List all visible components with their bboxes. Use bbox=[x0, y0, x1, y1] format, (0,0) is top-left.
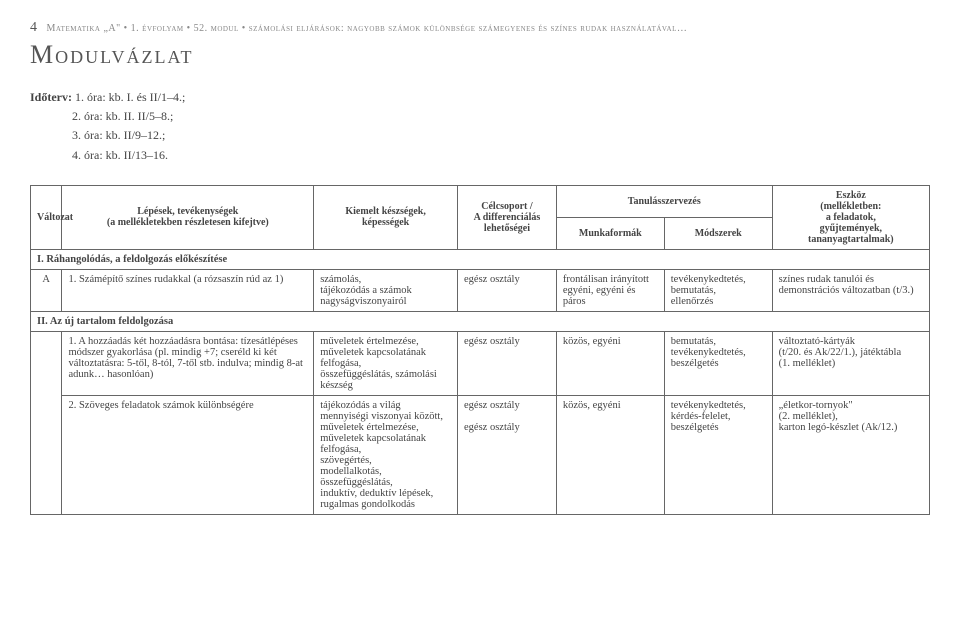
schedule-line-2: 2. óra: kb. II. II/5–8.; bbox=[72, 109, 173, 123]
page-title: Modulvázlat bbox=[30, 40, 930, 70]
section-row-2: II. Az új tartalom feldolgozása bbox=[31, 311, 930, 331]
cell-forms: közös, egyéni bbox=[556, 331, 664, 395]
page-number: 4 bbox=[30, 20, 38, 35]
cell-variant: A bbox=[31, 269, 62, 311]
cell-tools: változtató-kártyák (t/20. és Ak/22/1.), … bbox=[772, 331, 929, 395]
cell-variant-empty bbox=[31, 331, 62, 514]
th-forms: Munkaformák bbox=[556, 217, 664, 249]
cell-methods: tevékenykedtetés, bemutatás, ellenőrzés bbox=[664, 269, 772, 311]
section-2-label: II. Az új tartalom feldolgozása bbox=[31, 311, 930, 331]
cell-skills: számolás, tájékozódás a számok nagyságvi… bbox=[314, 269, 458, 311]
table-row: 1. A hozzáadás két hozzáadásra bontása: … bbox=[31, 331, 930, 395]
cell-forms: frontálisan irányított egyéni, egyéni és… bbox=[556, 269, 664, 311]
cell-activity: 1. A hozzáadás két hozzáadásra bontása: … bbox=[62, 331, 314, 395]
breadcrumb-text: Matematika „A" • 1. évfolyam • 52. modul… bbox=[47, 23, 688, 34]
section-row-1: I. Ráhangolódás, a feldolgozás előkészít… bbox=[31, 249, 930, 269]
th-methods: Módszerek bbox=[664, 217, 772, 249]
schedule-line-4: 4. óra: kb. II/13–16. bbox=[72, 148, 168, 162]
cell-skills: tájékozódás a világ mennyiségi viszonyai… bbox=[314, 395, 458, 514]
th-target: Célcsoport / A differenciálás lehetősége… bbox=[458, 185, 557, 249]
th-skills: Kiemelt készségek, képességek bbox=[314, 185, 458, 249]
th-activity: Lépések, tevékenységek (a mellékletekben… bbox=[62, 185, 314, 249]
table-row: 2. Szöveges feladatok számok különbségér… bbox=[31, 395, 930, 514]
cell-skills: műveletek értelmezése, műveletek kapcsol… bbox=[314, 331, 458, 395]
th-tools: Eszköz (mellékletben: a feladatok, gyűjt… bbox=[772, 185, 929, 249]
cell-target: egész osztály egész osztály bbox=[458, 395, 557, 514]
table-row: A 1. Számépítő színes rudakkal (a rózsas… bbox=[31, 269, 930, 311]
schedule-label: Időterv: bbox=[30, 90, 72, 104]
schedule-line-3: 3. óra: kb. II/9–12.; bbox=[72, 128, 165, 142]
section-1-label: I. Ráhangolódás, a feldolgozás előkészít… bbox=[31, 249, 930, 269]
cell-methods: tevékenykedtetés, kérdés-felelet, beszél… bbox=[664, 395, 772, 514]
page-header: 4 Matematika „A" • 1. évfolyam • 52. mod… bbox=[30, 20, 930, 36]
cell-forms: közös, egyéni bbox=[556, 395, 664, 514]
cell-methods: bemutatás, tevékenykedtetés, beszélgetés bbox=[664, 331, 772, 395]
th-variant: Változat bbox=[31, 185, 62, 249]
cell-target: egész osztály bbox=[458, 331, 557, 395]
cell-activity: 2. Szöveges feladatok számok különbségér… bbox=[62, 395, 314, 514]
module-table: Változat Lépések, tevékenységek (a mellé… bbox=[30, 185, 930, 515]
th-organization: Tanulásszervezés bbox=[556, 185, 772, 217]
cell-tools: színes rudak tanulói és demonstrációs vá… bbox=[772, 269, 929, 311]
schedule-block: Időterv: 1. óra: kb. I. és II/1–4.; 2. ó… bbox=[30, 88, 930, 165]
cell-tools: „életkor-tornyok" (2. melléklet), karton… bbox=[772, 395, 929, 514]
cell-activity: 1. Számépítő színes rudakkal (a rózsaszí… bbox=[62, 269, 314, 311]
schedule-line-1: 1. óra: kb. I. és II/1–4.; bbox=[75, 90, 185, 104]
cell-target: egész osztály bbox=[458, 269, 557, 311]
